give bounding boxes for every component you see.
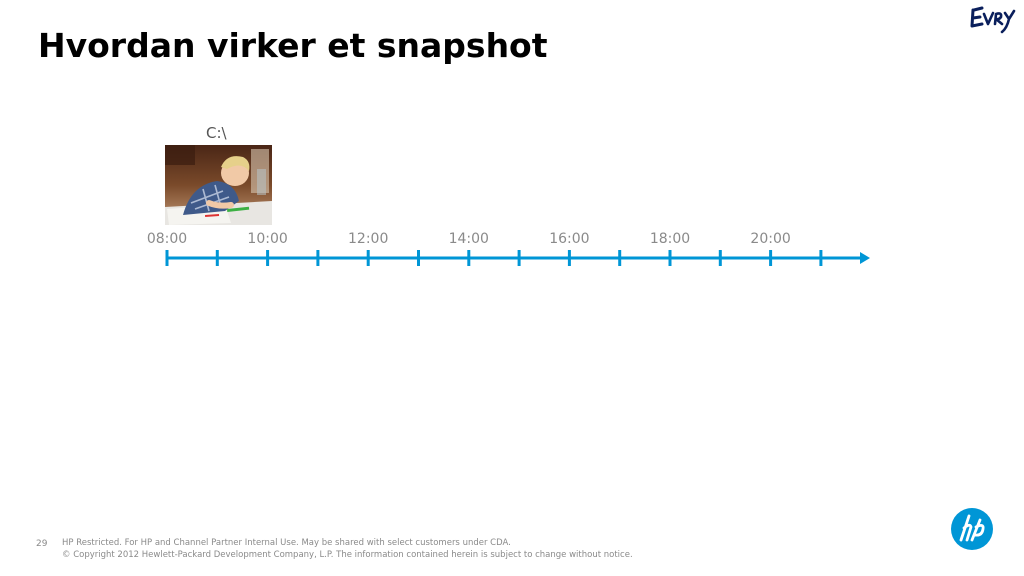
tick-label-0: 08:00 xyxy=(146,231,188,247)
evry-logo xyxy=(970,6,1016,34)
tick-label-1: 10:00 xyxy=(247,231,288,247)
tick-label-2: 12:00 xyxy=(348,231,389,247)
footer-restricted-note: HP Restricted. For HP and Channel Partne… xyxy=(62,538,511,548)
tick-label-3: 14:00 xyxy=(448,231,489,247)
page-number: 29 xyxy=(36,539,48,549)
tick-label-6: 20:00 xyxy=(750,231,791,247)
drive-label: C:\ xyxy=(206,124,227,142)
footer-copyright: © Copyright 2012 Hewlett-Packard Develop… xyxy=(62,550,633,560)
tick-label-4: 16:00 xyxy=(549,231,590,247)
timeline-ticks xyxy=(165,250,823,266)
hp-logo xyxy=(951,508,993,550)
slide-title: Hvordan virker et snapshot xyxy=(38,26,548,65)
timeline-arrowhead xyxy=(860,252,870,264)
tick-label-5: 18:00 xyxy=(649,231,691,247)
child-drawing-photo xyxy=(165,145,272,225)
